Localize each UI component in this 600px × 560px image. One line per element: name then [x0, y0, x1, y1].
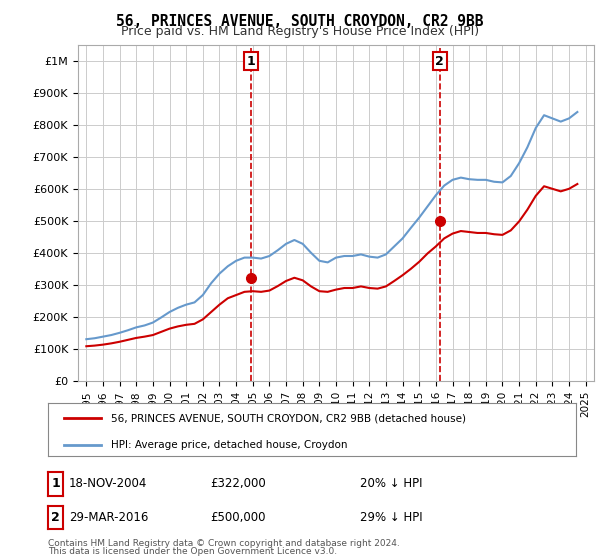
- Text: 29-MAR-2016: 29-MAR-2016: [69, 511, 148, 524]
- Text: 56, PRINCES AVENUE, SOUTH CROYDON, CR2 9BB (detached house): 56, PRINCES AVENUE, SOUTH CROYDON, CR2 9…: [112, 413, 466, 423]
- Text: £500,000: £500,000: [210, 511, 265, 524]
- Text: 56, PRINCES AVENUE, SOUTH CROYDON, CR2 9BB: 56, PRINCES AVENUE, SOUTH CROYDON, CR2 9…: [116, 14, 484, 29]
- Text: 1: 1: [51, 477, 60, 491]
- Text: Contains HM Land Registry data © Crown copyright and database right 2024.: Contains HM Land Registry data © Crown c…: [48, 539, 400, 548]
- Text: Price paid vs. HM Land Registry's House Price Index (HPI): Price paid vs. HM Land Registry's House …: [121, 25, 479, 38]
- Text: 1: 1: [247, 55, 255, 68]
- Text: HPI: Average price, detached house, Croydon: HPI: Average price, detached house, Croy…: [112, 440, 348, 450]
- Text: 18-NOV-2004: 18-NOV-2004: [69, 477, 148, 491]
- Text: 20% ↓ HPI: 20% ↓ HPI: [360, 477, 422, 491]
- Text: 2: 2: [51, 511, 60, 524]
- Text: 2: 2: [436, 55, 444, 68]
- Text: £322,000: £322,000: [210, 477, 266, 491]
- Text: This data is licensed under the Open Government Licence v3.0.: This data is licensed under the Open Gov…: [48, 547, 337, 556]
- Text: 29% ↓ HPI: 29% ↓ HPI: [360, 511, 422, 524]
